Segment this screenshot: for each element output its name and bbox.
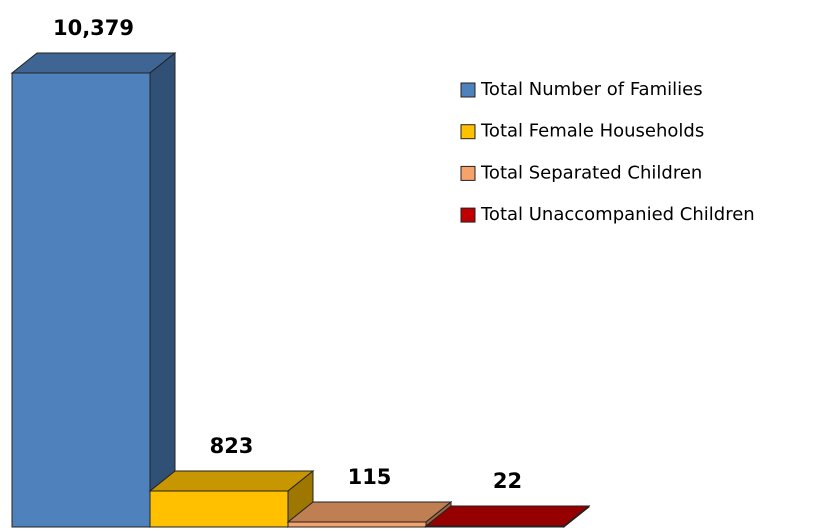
legend-swatch [460, 124, 476, 140]
bar-front [287, 521, 427, 528]
legend-label: Total Number of Families [480, 79, 703, 100]
legend-label: Total Unaccompanied Children [480, 204, 755, 225]
bar-top [424, 505, 591, 527]
bar-top [148, 470, 315, 492]
bar-top [10, 52, 177, 74]
legend-swatch [460, 165, 476, 181]
bar-top [286, 501, 453, 523]
bar-front [149, 490, 289, 528]
legend-swatch [460, 207, 476, 223]
bar-side [149, 51, 176, 529]
value-label: 823 [210, 434, 254, 458]
legend-label: Total Separated Children [480, 162, 702, 183]
value-label: 10,379 [53, 16, 134, 40]
bar-side [563, 504, 590, 529]
legend-label: Total Female Households [480, 121, 704, 142]
value-label: 22 [493, 469, 522, 493]
legend-swatch [460, 82, 476, 98]
value-label: 115 [348, 465, 392, 489]
bar-front [11, 72, 151, 528]
